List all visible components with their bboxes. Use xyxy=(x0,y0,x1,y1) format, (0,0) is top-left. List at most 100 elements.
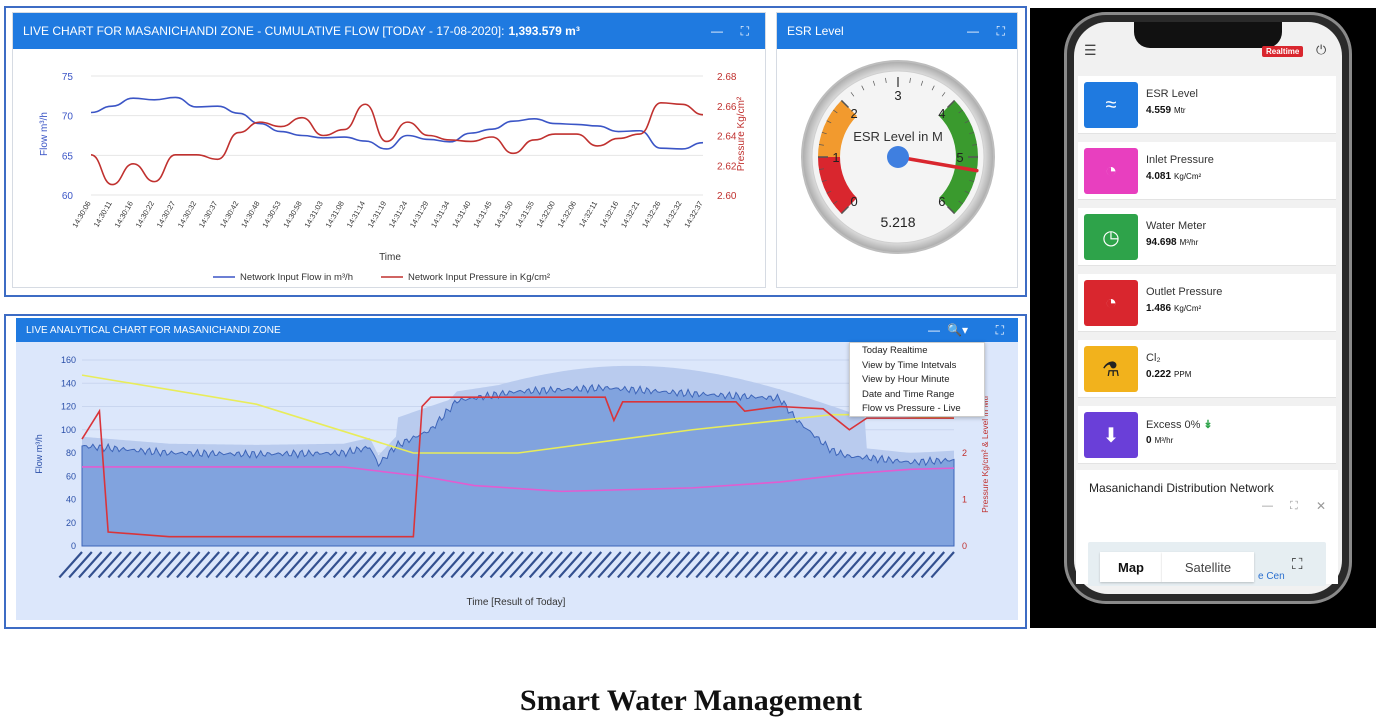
water-meter-card[interactable]: ◷ Water Meter 94.698 M³/hr xyxy=(1078,208,1336,266)
expand-icon[interactable]: ⛶ xyxy=(740,23,749,38)
esr-level-panel: ESR Level — ⛶ 0 1 2 3 4 5 6 ESR Level in M 5.2… xyxy=(776,12,1018,288)
power-icon[interactable]: ⏻ xyxy=(1316,42,1327,57)
waves-icon: ≈ xyxy=(1084,82,1138,128)
gauge-tick xyxy=(850,92,855,97)
flask-icon: ⚗ xyxy=(1084,346,1138,392)
esr-panel-header: ESR Level — ⛶ xyxy=(777,13,1017,49)
analytical-ylabel-left: Flow m³/h xyxy=(34,434,44,474)
top-chart-x-ticks: 14:30:0614:30:1114:30:1614:30:2214:30:27… xyxy=(70,199,704,229)
tick-label-left: 120 xyxy=(61,402,76,412)
card-label: ESR Level xyxy=(1146,88,1198,100)
pressure-series-line xyxy=(90,101,704,186)
legend-flow-label: Network Input Flow in m³/h xyxy=(240,272,353,283)
x-tick-label xyxy=(773,551,799,579)
gauge-needle xyxy=(896,155,979,173)
excess-card[interactable]: ⬇ Excess 0% ↡ 0 M³/hr xyxy=(1078,406,1336,464)
tick-label-right: 2.64 xyxy=(717,132,737,143)
x-tick-label: 14:30:58 xyxy=(281,200,303,230)
expand-icon[interactable]: ⛶ xyxy=(995,322,1004,337)
x-tick-label xyxy=(225,551,250,579)
x-tick-label xyxy=(87,551,113,579)
view-options-menu: Today Realtime View by Time Intetvals Vi… xyxy=(849,342,985,417)
tick-label-right: 1 xyxy=(962,495,967,505)
expand-icon[interactable]: ⛶ xyxy=(996,23,1005,38)
x-tick-label: 14:31:24 xyxy=(387,200,409,230)
gauge-tick xyxy=(941,92,946,97)
card-value: 4.559 Mtr xyxy=(1146,105,1186,116)
gauge-tick xyxy=(826,190,832,194)
inlet-pressure-card[interactable]: ◔ Inlet Pressure 4.081 Kg/Cm² xyxy=(1078,142,1336,200)
x-tick-label: 14:30:48 xyxy=(239,199,261,229)
menu-item-flow-vs-pressure[interactable]: Flow vs Pressure - Live xyxy=(862,403,961,414)
x-tick-label xyxy=(303,551,328,579)
tick-label-right: 0 xyxy=(962,541,967,551)
x-tick-label xyxy=(450,551,475,579)
double-chevron-down-icon: ↡ xyxy=(1203,419,1213,431)
map-tab[interactable]: Map xyxy=(1100,552,1162,582)
gauge-tick xyxy=(821,131,827,135)
gauge-tick xyxy=(969,131,975,135)
esr-level-card[interactable]: ≈ ESR Level 4.559 Mtr xyxy=(1078,76,1336,134)
tick-label-left: 0 xyxy=(71,541,76,551)
tick-label-right: 2.68 xyxy=(717,72,737,83)
analytical-chart-header: LIVE ANALYTICAL CHART FOR MASANICHANDI Z… xyxy=(16,318,1018,342)
zoom-icon[interactable]: 🔍▾ xyxy=(947,323,968,337)
card-value: 4.081 Kg/Cm² xyxy=(1146,171,1202,182)
x-tick-label xyxy=(528,551,554,579)
gauge-tick-label: 3 xyxy=(894,88,901,103)
chlorine-card[interactable]: ⚗ Cl₂ 0.222 PPM xyxy=(1078,340,1336,398)
expand-icon[interactable]: ⛶ xyxy=(1290,500,1298,512)
minus-icon[interactable]: — xyxy=(1262,500,1273,512)
x-tick-label xyxy=(714,551,740,579)
x-tick-label: 14:30:42 xyxy=(218,200,240,230)
gauge-tick xyxy=(818,168,824,170)
phone-notch xyxy=(1134,22,1282,48)
x-tick-label: 14:31:55 xyxy=(514,200,536,230)
x-tick-label: 14:30:11 xyxy=(92,200,114,229)
x-tick-label: 14:30:37 xyxy=(197,200,219,230)
menu-item-hour-minute[interactable]: View by Hour Minute xyxy=(862,374,950,385)
esr-panel-title: ESR Level xyxy=(787,24,844,38)
x-tick-label xyxy=(332,551,358,579)
card-label: Cl₂ xyxy=(1146,352,1161,364)
satellite-tab[interactable]: Satellite xyxy=(1162,552,1254,582)
x-tick-label: 14:31:29 xyxy=(408,200,430,230)
gauge-tick xyxy=(972,144,978,146)
tick-label-right: 2.60 xyxy=(717,191,737,202)
x-tick-label xyxy=(136,551,162,579)
download-icon: ⬇ xyxy=(1084,412,1138,458)
live-chart-title-value: 1,393.579 m³ xyxy=(508,24,580,38)
minus-icon[interactable]: — xyxy=(928,323,940,337)
gauge-tick xyxy=(840,99,850,109)
x-tick-label: 14:31:45 xyxy=(471,200,493,230)
x-tick-label xyxy=(617,551,642,579)
x-tick-label: 14:31:40 xyxy=(450,200,472,230)
x-tick-label: 14:32:26 xyxy=(640,200,662,230)
x-tick-label: 14:32:32 xyxy=(661,200,683,230)
menu-item-today-realtime[interactable]: Today Realtime xyxy=(862,345,928,356)
x-tick-label xyxy=(97,551,123,579)
gauge-value: 5.218 xyxy=(880,214,915,230)
x-tick-label xyxy=(793,551,818,579)
gauge-tick xyxy=(861,85,865,91)
outlet-pressure-card[interactable]: ◔ Outlet Pressure 1.486 Kg/Cm² xyxy=(1078,274,1336,332)
fullscreen-icon[interactable]: ⛶ xyxy=(1292,556,1303,573)
minus-icon[interactable]: — xyxy=(967,24,979,38)
x-tick-label xyxy=(244,551,269,579)
x-tick-label: 14:32:21 xyxy=(619,200,641,230)
x-tick-label xyxy=(705,551,730,579)
hamburger-icon[interactable]: ☰ xyxy=(1084,42,1097,58)
tick-label-left: 40 xyxy=(66,495,76,505)
x-tick-label xyxy=(636,551,661,579)
x-tick-label xyxy=(470,551,495,579)
x-tick-label: 14:30:53 xyxy=(260,200,282,230)
close-icon[interactable]: ✕ xyxy=(1316,499,1327,513)
x-tick-label xyxy=(352,551,377,579)
minus-icon[interactable]: — xyxy=(711,24,723,38)
menu-item-time-intervals[interactable]: View by Time Intetvals xyxy=(862,359,957,371)
pressure-series-line xyxy=(82,466,955,493)
menu-item-date-time-range[interactable]: Date and Time Range xyxy=(862,388,955,400)
analytical-chart-panel: LIVE ANALYTICAL CHART FOR MASANICHANDI Z… xyxy=(16,318,1018,620)
